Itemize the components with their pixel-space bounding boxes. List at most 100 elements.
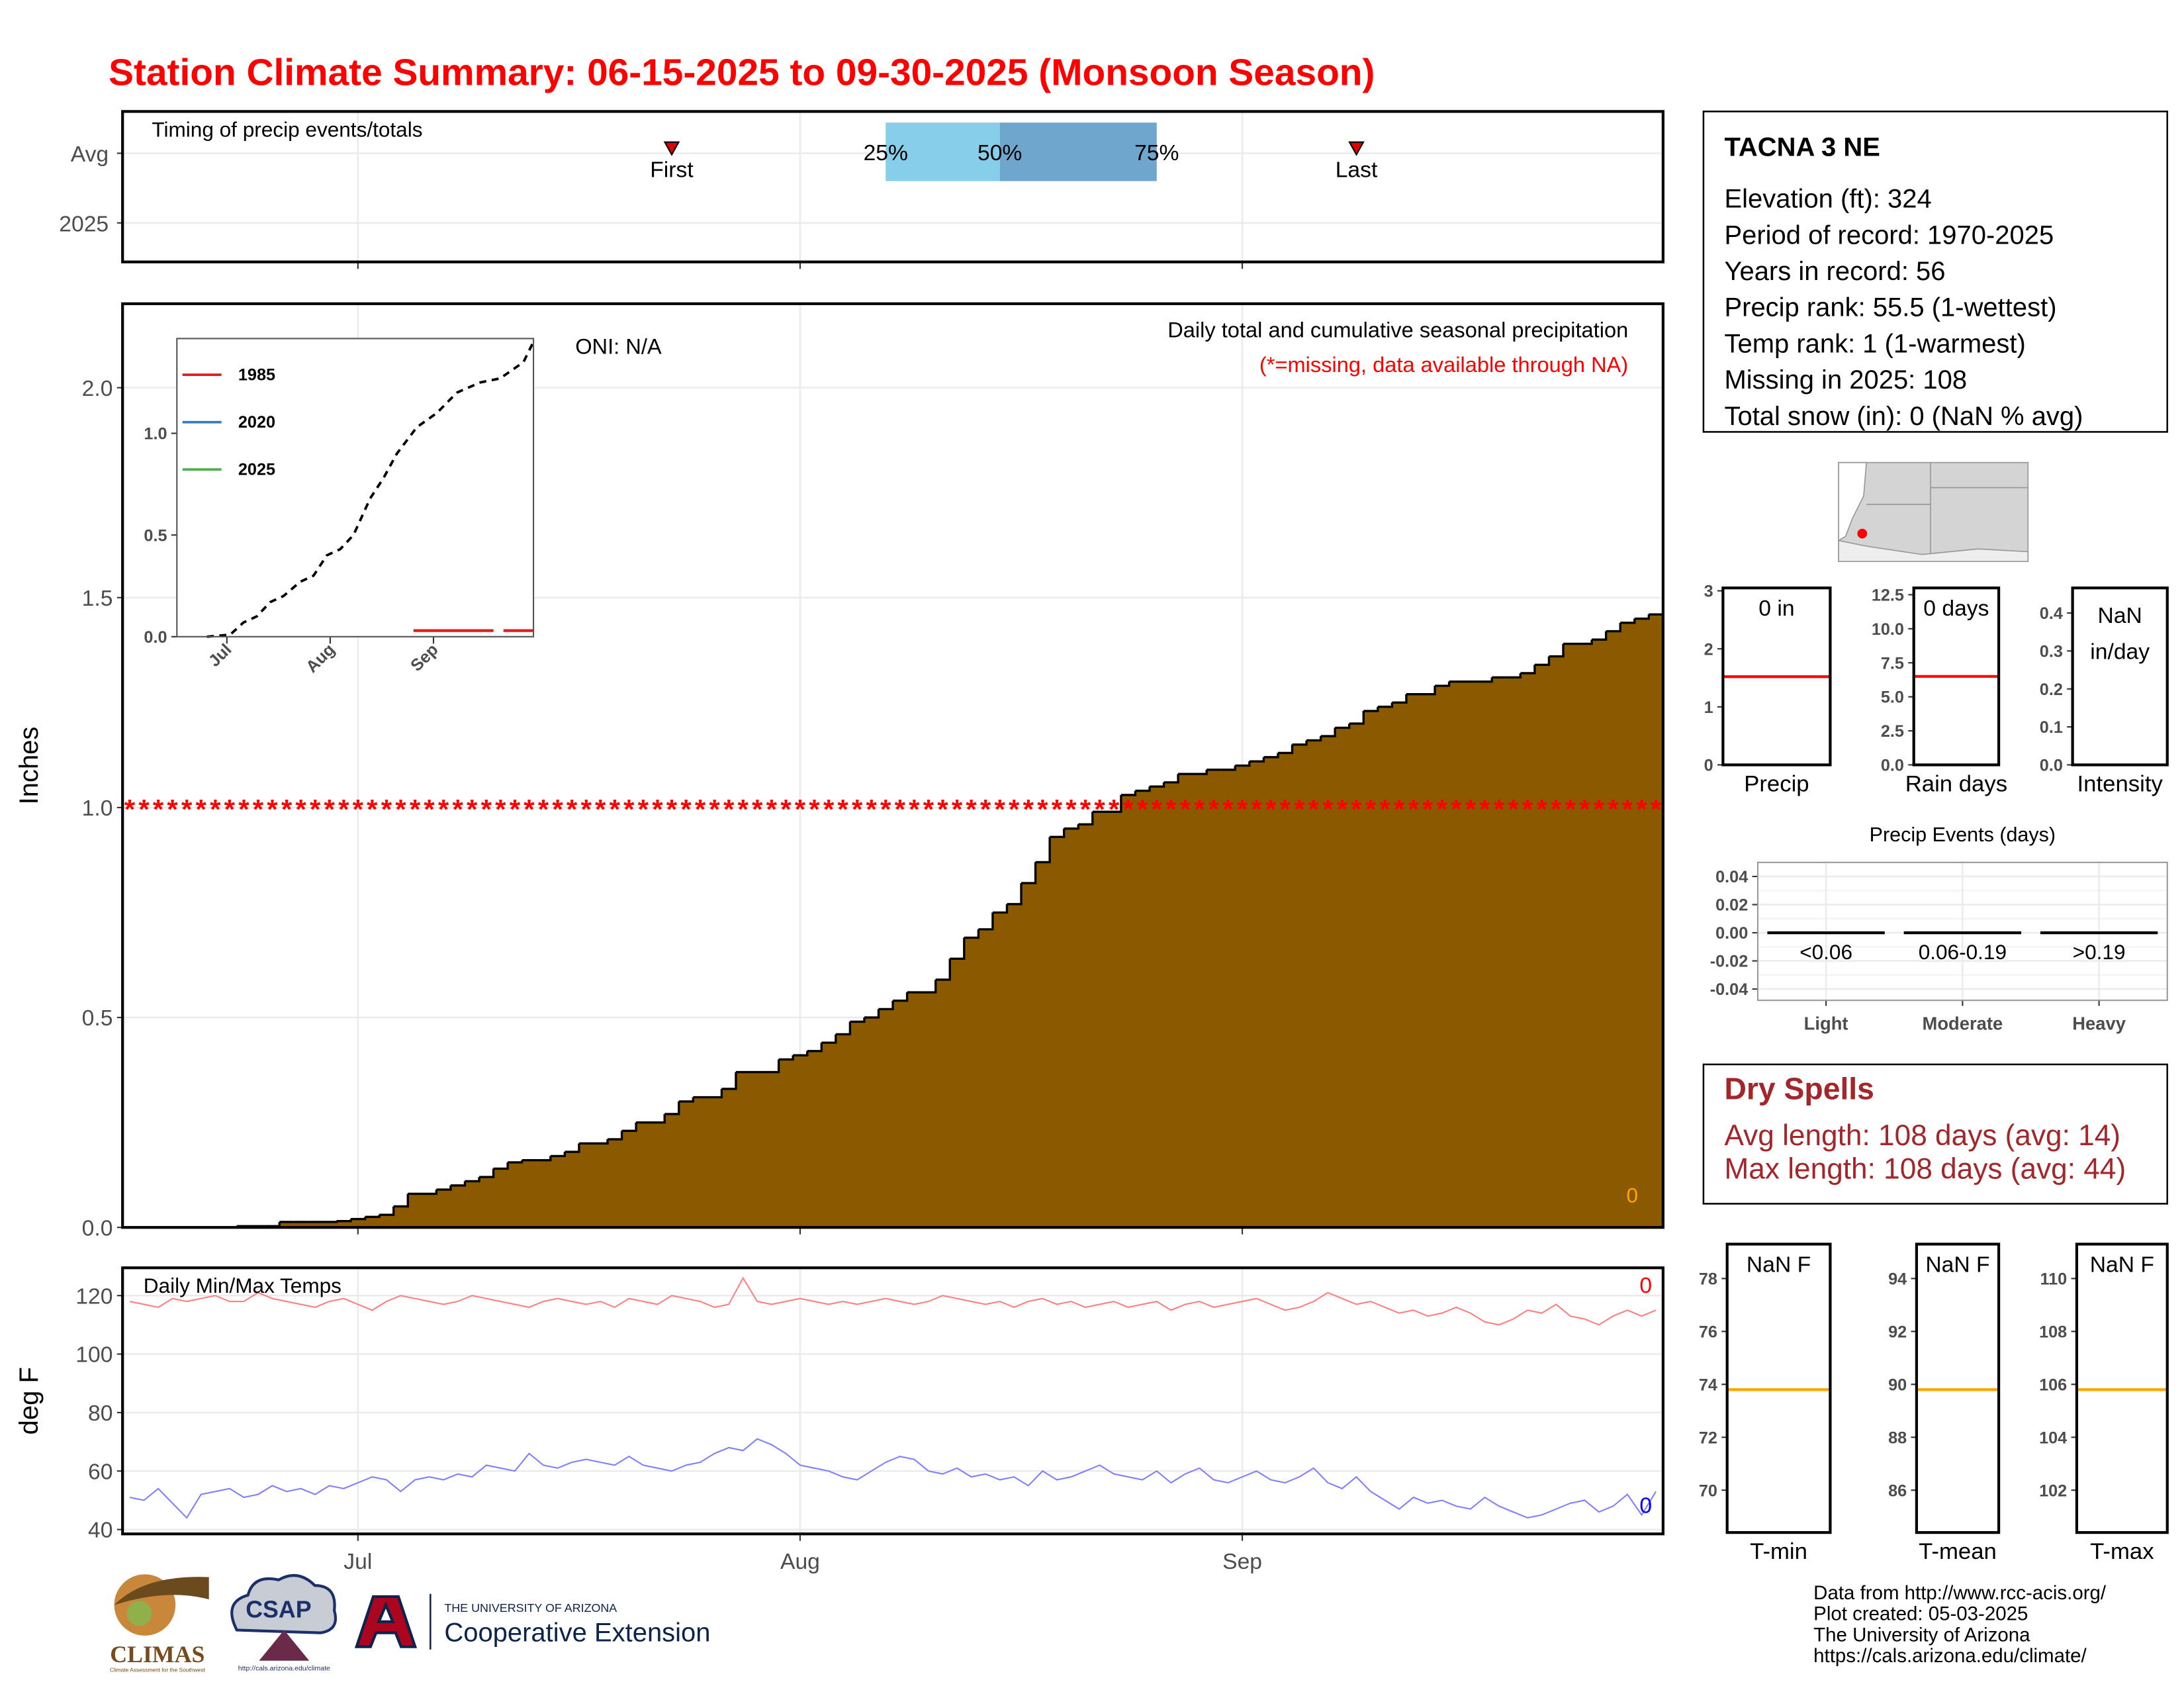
missing-marker: * [966, 794, 977, 825]
y-tick-label: 0.5 [144, 526, 167, 545]
missing-marker: * [1636, 794, 1647, 825]
cumulative-step-edge [1007, 883, 1023, 906]
cumulative-step-edge [678, 1097, 694, 1103]
y-tick-label: 10.0 [1872, 620, 1904, 639]
cumulative-step-edge [1634, 614, 1651, 620]
cumulative-step [1320, 736, 1336, 1228]
cumulative-step-edge [1477, 677, 1493, 683]
y-tick-label: 102 [2039, 1481, 2067, 1500]
cumulative-step-edge [1306, 736, 1322, 742]
cumulative-step [764, 1072, 780, 1228]
cumulative-step [1563, 643, 1578, 1228]
panel-subtitle: (*=missing, data available through NA) [1259, 352, 1628, 377]
cumulative-step [1492, 677, 1507, 1228]
cumulative-step [578, 1143, 594, 1228]
y-tick-label: 76 [1699, 1323, 1717, 1341]
y-tick-label: 2 [1704, 640, 1713, 659]
cumulative-step-edge [1120, 790, 1137, 796]
missing-marker: * [1479, 794, 1490, 825]
panel-title: Timing of precip events/totals [152, 117, 422, 141]
missing-marker: * [338, 794, 349, 825]
cumulative-step [408, 1194, 423, 1228]
cumulative-step [1420, 694, 1435, 1228]
panel-label: 0 in [1758, 596, 1794, 621]
missing-marker: * [1494, 794, 1505, 825]
cumulative-step-edge [950, 937, 966, 960]
csap-url: http://cals.arizona.edu/climate [238, 1664, 330, 1672]
cumulative-step-edge [978, 912, 994, 931]
station-line: Precip rank: 55.5 (1-wettest) [1724, 293, 2056, 322]
x-tick-label: Light [1804, 1013, 1848, 1033]
missing-marker: * [723, 794, 735, 825]
cumulative-step [493, 1168, 508, 1228]
cumulative-step-edge [1149, 782, 1165, 788]
footer-line: The University of Arizona [1813, 1624, 2030, 1646]
cumulative-step [1050, 837, 1065, 1228]
cumulative-step [1163, 782, 1179, 1228]
station-line: Years in record: 56 [1724, 257, 1945, 286]
map-land [1838, 461, 2029, 563]
cumulative-step-edge [850, 1017, 866, 1023]
missing-marker: * [595, 794, 606, 825]
cumulative-step [1249, 761, 1265, 1228]
missing-marker: * [1351, 794, 1362, 825]
cumulative-step [850, 1021, 865, 1228]
y-tick-label: 108 [2039, 1323, 2067, 1341]
cumulative-step-edge [1163, 774, 1179, 784]
missing-marker: * [1066, 794, 1077, 825]
panel-label: NaN F [2090, 1253, 2154, 1278]
y-tick-label: 92 [1888, 1323, 1907, 1341]
missing-marker: * [1052, 794, 1063, 825]
panel-frame [1912, 586, 2001, 767]
cumulative-step [1435, 685, 1450, 1228]
cumulative-step [978, 929, 993, 1228]
cumulative-step [1078, 824, 1093, 1228]
cumulative-step [1007, 904, 1022, 1228]
missing-marker: * [1508, 794, 1519, 825]
y-tick-label: 12.5 [1872, 586, 1904, 605]
cumulative-step [422, 1194, 437, 1228]
annotation: ONI: N/A [575, 334, 662, 359]
missing-marker: * [1023, 794, 1034, 825]
csap-logo: CSAP http://cals.arizona.edu/climate [230, 1573, 338, 1672]
missing-marker: * [1037, 794, 1048, 825]
footer-line: Data from http://www.rcc-acis.org/ [1813, 1582, 2107, 1604]
inset-background [177, 338, 534, 637]
cumulative-step-edge [493, 1162, 509, 1170]
missing-marker: * [1237, 794, 1248, 825]
panel-label: NaN [2098, 604, 2142, 628]
missing-marker: * [623, 794, 635, 825]
y-tick-label: -0.04 [1710, 980, 1749, 999]
cumulative-step-edge [835, 1021, 852, 1036]
cumulative-step [1277, 753, 1293, 1228]
station-location [1857, 528, 1868, 539]
cumulative-step-edge [778, 1055, 794, 1061]
missing-marker: * [766, 794, 778, 825]
bar-sublabel: >0.19 [2073, 940, 2126, 964]
x-tick-label: Heavy [2072, 1013, 2126, 1033]
cumulative-step [279, 1221, 295, 1228]
panel-frame [1915, 1243, 2001, 1534]
panel-title: Precip [1744, 771, 1809, 796]
missing-marker: * [652, 794, 663, 825]
missing-marker: * [1522, 794, 1533, 825]
cumulative-step [1349, 724, 1365, 1228]
missing-marker: * [580, 794, 592, 825]
cumulative-step [1449, 681, 1464, 1228]
x-tick-label: Aug [780, 1550, 820, 1574]
series-line [129, 1438, 1657, 1519]
missing-marker: * [1408, 794, 1420, 825]
missing-marker: * [295, 794, 306, 825]
y-tick-label: 70 [1699, 1481, 1717, 1500]
y-tick-label: 40 [88, 1519, 113, 1543]
missing-marker: * [210, 794, 221, 825]
y-tick-label: 0.0 [144, 628, 167, 647]
missing-marker: * [980, 794, 991, 825]
cumulative-step [935, 979, 951, 1228]
cumulative-step [1592, 639, 1607, 1228]
cumulative-step-edge [864, 1009, 880, 1019]
cumulative-step-edge [935, 959, 951, 981]
event-label: First [650, 158, 694, 182]
panel-label: in/day [2090, 640, 2150, 665]
